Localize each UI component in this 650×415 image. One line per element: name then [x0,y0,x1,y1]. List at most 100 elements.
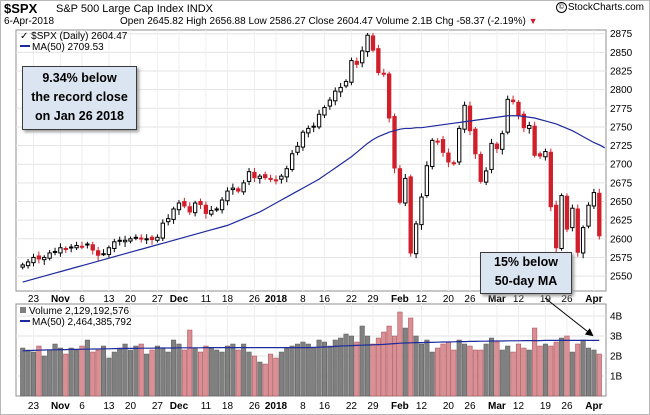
volume-axis-ticks: 1B 2B 3B 4B [610,312,623,383]
candle [42,255,47,265]
volume-x-label: 16 [319,401,331,412]
volume-x-label: 22 [346,401,358,412]
volume-bar [564,335,570,397]
candle [478,151,483,184]
candle [273,175,279,185]
candle-body [500,133,505,150]
candle-body [349,60,354,83]
volume-bar [316,339,322,397]
volume-bar [122,343,128,397]
volume-bar [68,347,74,397]
volume-bar [214,349,220,397]
volume-bar [284,347,290,397]
candle-body [263,174,268,179]
candle-body [446,152,451,163]
volume-tick-label: 4B [610,312,623,323]
candle [214,206,219,212]
candle [306,125,311,138]
price-ma-line [22,115,605,283]
record-callout-line-2: the record close [31,90,128,104]
volume-bar [586,347,592,397]
price-axis-ticks: 2550 2575 2600 2625 2650 2675 2700 2725 2750 2775… [610,29,633,282]
ma-callout-arrow [544,297,594,337]
price-x-label: 13 [103,294,115,305]
volume-bar [278,351,284,397]
candle [47,249,52,261]
volume-bar [154,345,160,397]
price-grid [16,30,606,291]
volume-bar [580,339,586,397]
volume-bar [435,347,441,397]
price-legend-ma: MA(50) 2709.53 [20,42,127,53]
candle [338,82,343,98]
exchange-label: INDX [186,3,213,15]
candle [413,220,419,259]
candle-body [279,175,284,180]
candle [101,249,106,256]
volume-bar [429,351,435,397]
price-x-label: 26 [464,294,476,305]
volume-x-label: 20 [125,401,137,412]
volume-x-label: 26 [249,401,261,412]
candle-body [36,255,42,260]
record-close-callout: 9.34% below the record close on Jan 26 2… [22,66,137,130]
volume-bar [408,317,414,397]
candle [597,188,602,240]
price-x-label: 29 [367,294,379,305]
candle [381,68,386,77]
volume-bar [542,343,548,397]
candle-body [58,247,63,254]
volume-bar [246,351,252,397]
candle-body [122,239,128,243]
volume-bar [41,355,47,397]
price-x-label: 27 [152,294,164,305]
volume-bar [445,341,451,397]
volume-bar [494,341,500,397]
candle [187,202,192,215]
volume-x-label: 20 [443,401,455,412]
candle [343,79,349,89]
candle-body [214,208,219,211]
candle [419,193,424,230]
volume-x-label: 12 [416,401,428,412]
candle-body [252,171,257,179]
ma-callout-line-1: 15% below [494,255,558,269]
volume-ma-line [22,339,600,352]
candle [370,32,376,53]
volume-bar [505,345,511,397]
volume-bar [219,351,225,397]
candle-body [300,131,306,148]
candle-body [532,125,537,156]
candle-body [230,187,236,191]
candle [333,87,338,106]
candle-body [47,252,52,259]
candle-body [25,261,31,267]
candle [117,236,122,246]
candle [403,173,408,206]
candle-body [483,170,489,183]
candle-body [322,107,327,116]
price-x-label: 26 [249,294,261,305]
candle-body [397,168,403,203]
candle [219,197,225,214]
volume-bar [478,349,484,397]
volume-bar [521,347,527,397]
candle-body [295,145,300,153]
price-x-label: 23 [28,294,40,305]
down-arrow-icon: ▼ [528,16,538,26]
candle-body [333,90,338,102]
candle-body [69,246,74,249]
candle [354,57,359,69]
candle [112,238,117,253]
candle [575,204,580,257]
price-x-label: Mar [488,294,506,305]
volume-bar [241,343,247,397]
volume-ma-swatch [20,320,30,322]
candle [532,121,537,158]
index-name-text: S&P 500 Large Cap Index [56,3,184,15]
candle [457,125,462,165]
candle-body [20,264,25,268]
candle-body [478,154,483,182]
candle-body [95,250,101,256]
candle-body [209,209,214,215]
